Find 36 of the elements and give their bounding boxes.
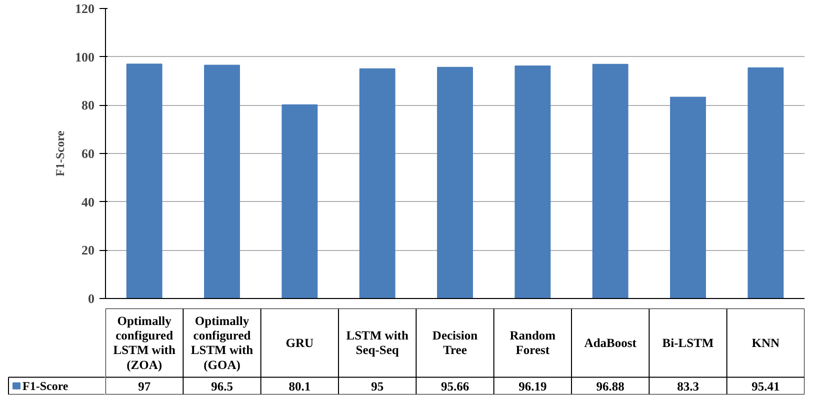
bar: [126, 64, 162, 298]
data-label: 97: [138, 379, 151, 394]
data-label: 96.19: [518, 379, 547, 394]
x-tick-label: Decision Tree: [432, 328, 478, 358]
y-tick-label: 80: [82, 98, 94, 113]
y-tick-label: 60: [82, 146, 94, 161]
data-label: 96.88: [596, 379, 624, 394]
data-label: 95.41: [752, 379, 780, 394]
legend-label: F1-Score: [22, 378, 69, 393]
x-tick-label: Random Forest: [510, 328, 556, 358]
bar: [282, 104, 318, 298]
bar: [437, 66, 473, 298]
x-tick-label: LSTM with Seq-Seq: [346, 328, 408, 358]
y-tick-label: 100: [75, 49, 94, 64]
data-label: 95.66: [440, 379, 470, 394]
x-tick-label: Bi-LSTM: [662, 336, 714, 350]
y-tick-label: 40: [82, 194, 94, 210]
y-axis-title: F1-Score: [53, 130, 67, 176]
x-tick-label: AdaBoost: [584, 336, 638, 350]
bar: [359, 68, 396, 298]
x-tick-label: Optimally configured LSTM with (ZOA): [113, 314, 176, 372]
data-label: 96.5: [211, 379, 233, 394]
x-tick-label: Optimally configured LSTM with (GOA): [190, 314, 254, 372]
bar: [592, 64, 628, 298]
bar: [670, 96, 706, 298]
bar: [514, 66, 551, 298]
y-tick-label: 0: [88, 291, 94, 306]
x-tick-label: KNN: [752, 336, 780, 350]
y-tick-label: 120: [75, 1, 94, 16]
data-label: 80.1: [288, 379, 311, 394]
bar: [748, 67, 784, 298]
y-tick-label: 20: [82, 242, 94, 258]
x-tick-label: GRU: [286, 336, 314, 350]
data-label: 83.3: [677, 379, 699, 394]
bar: [204, 64, 240, 298]
data-label: 95: [371, 379, 384, 394]
